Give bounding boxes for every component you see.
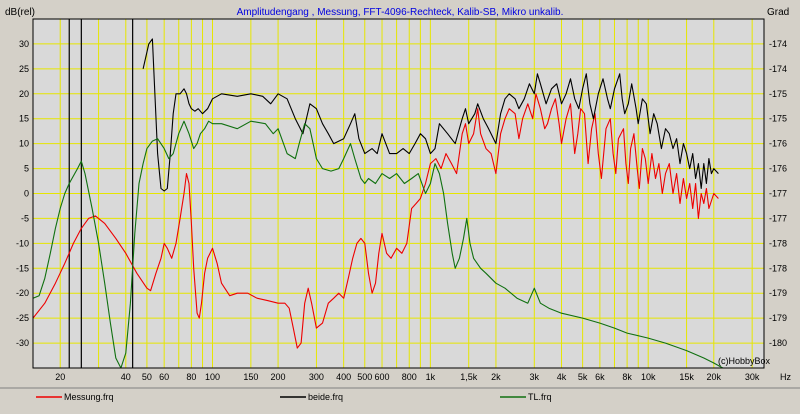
x-tick-label: 30k [745, 372, 760, 382]
y-tick-label: -30 [16, 338, 29, 348]
y-tick-label: -25 [16, 313, 29, 323]
y-tick-label: -5 [21, 213, 29, 223]
y-tick-label: -20 [16, 288, 29, 298]
y2-tick-label: -180 [769, 338, 787, 348]
y-tick-label: 20 [19, 89, 29, 99]
x-tick-label: 8k [622, 372, 632, 382]
x-tick-label: 20k [707, 372, 722, 382]
y2-tick-label: -176 [769, 139, 787, 149]
x-tick-label: 80 [186, 372, 196, 382]
legend-label: Messung.frq [64, 392, 114, 402]
y2-tick-label: -175 [769, 114, 787, 124]
y2-tick-label: -174 [769, 64, 787, 74]
series-line [142, 38, 719, 192]
y-tick-label: 25 [19, 64, 29, 74]
y-tick-label: 5 [24, 164, 29, 174]
chart-title: Amplitudengang , Messung, FFT-4096-Recht… [237, 7, 564, 18]
x-tick-label: 5k [578, 372, 588, 382]
x-tick-label: 6k [595, 372, 605, 382]
grid [33, 19, 764, 368]
legend-label: TL.frq [528, 392, 552, 402]
y-tick-label: -15 [16, 263, 29, 273]
legend: Messung.frq beide.frq TL.frq [0, 385, 800, 409]
x-tick-label: 100 [205, 372, 220, 382]
x-tick-label: 4k [557, 372, 567, 382]
x-tick-label: 800 [402, 372, 417, 382]
plot-frame [32, 18, 765, 369]
x-tick-label: 600 [375, 372, 390, 382]
x-tick-label: 200 [271, 372, 286, 382]
y-tick-label: 10 [19, 139, 29, 149]
y-tick-label: -10 [16, 238, 29, 248]
y2-tick-label: -175 [769, 89, 787, 99]
x-tick-label: 15k [679, 372, 694, 382]
x-tick-label: 300 [309, 372, 324, 382]
series-line [33, 120, 724, 368]
x-tick-label: 60 [159, 372, 169, 382]
x-tick-label: 400 [336, 372, 351, 382]
legend-background [0, 385, 800, 409]
x-tick-label: 20 [55, 372, 65, 382]
x-tick-label: 1,5k [460, 372, 478, 382]
x-axis-unit: Hz [780, 372, 791, 382]
x-tick-label: 50 [142, 372, 152, 382]
y2-tick-label: -178 [769, 238, 787, 248]
watermark: (c)HobbyBox [718, 356, 771, 366]
y2-axis-label: Grad [767, 7, 789, 18]
x-tick-label: 150 [243, 372, 258, 382]
legend-label: beide.frq [308, 392, 343, 402]
x-tick-label: 500 [357, 372, 372, 382]
series-line [33, 93, 719, 349]
y2-tick-label: -179 [769, 313, 787, 323]
y-tick-label: 30 [19, 39, 29, 49]
x-tick-label: 3k [530, 372, 540, 382]
series-lines [33, 38, 724, 368]
y-tick-label: 0 [24, 189, 29, 199]
x-tick-label: 2k [491, 372, 501, 382]
y2-tick-label: -176 [769, 164, 787, 174]
y2-tick-label: -178 [769, 263, 787, 273]
y2-tick-label: -177 [769, 189, 787, 199]
axes: 20 40 50 60 80 100 150 200 300 400 500 600 800 1k 1,5k… [16, 18, 787, 382]
x-tick-label: 40 [121, 372, 131, 382]
y-axis-label: dB(rel) [5, 7, 35, 18]
y2-tick-label: -179 [769, 288, 787, 298]
y-tick-label: 15 [19, 114, 29, 124]
x-tick-label: 10k [641, 372, 656, 382]
y2-tick-label: -177 [769, 213, 787, 223]
x-tick-label: 1k [426, 372, 436, 382]
y2-tick-label: -174 [769, 39, 787, 49]
marker-lines [68, 19, 134, 368]
